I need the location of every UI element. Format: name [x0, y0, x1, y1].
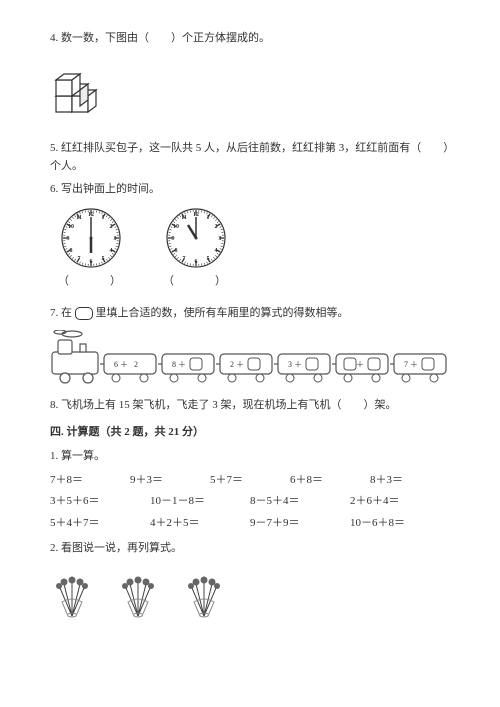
svg-text:6: 6: [194, 259, 197, 265]
svg-text:3: 3: [113, 236, 116, 242]
q6-text: 6. 写出钟面上的时间。: [50, 181, 450, 199]
calc-sub1: 1. 算一算。: [50, 448, 450, 466]
svg-text:2: 2: [109, 224, 112, 230]
calc-item[interactable]: 7＋8＝: [50, 472, 130, 490]
svg-text:8: 8: [174, 248, 177, 254]
svg-text:8: 8: [172, 360, 176, 369]
bouquet-icon: [50, 566, 94, 622]
calc-item[interactable]: 5＋4＋7＝: [50, 515, 150, 533]
q7-blank-icon: [75, 307, 93, 320]
svg-text:2: 2: [230, 360, 234, 369]
svg-text:＋: ＋: [294, 360, 302, 369]
calc-sub2: 2. 看图说一说，再列算式。: [50, 540, 450, 558]
clock-1: 1212 345 678 91011 （ ）: [58, 207, 123, 291]
calc-item[interactable]: 4＋2＋5＝: [150, 515, 250, 533]
svg-text:＋: ＋: [410, 360, 418, 369]
q4-cubes: [52, 56, 450, 133]
svg-text:3: 3: [218, 236, 221, 242]
q8-text: 8. 飞机场上有 15 架飞机，飞走了 3 架，现在机场上有飞机（ ）架。: [50, 397, 450, 415]
svg-text:10: 10: [173, 224, 179, 230]
svg-text:＋: ＋: [356, 360, 364, 369]
svg-text:8: 8: [69, 248, 72, 254]
q5-text: 5. 红红排队买包子，这一队共 5 人，从后往前数，红红排第 3，红红前面有（ …: [50, 140, 450, 175]
bouquet-icon: [182, 566, 226, 622]
svg-text:4: 4: [214, 248, 217, 254]
calc-item[interactable]: 8＋3＝: [370, 472, 450, 490]
svg-text:2: 2: [214, 224, 217, 230]
svg-text:＋: ＋: [120, 360, 128, 369]
calc-item[interactable]: 10－1－8＝: [150, 493, 250, 511]
calc-item[interactable]: 9－7＋9＝: [250, 515, 350, 533]
svg-text:5: 5: [206, 256, 209, 262]
section4-header: 四. 计算题（共 2 题，共 21 分）: [50, 424, 450, 442]
svg-text:2: 2: [134, 360, 138, 369]
svg-text:4: 4: [109, 248, 112, 254]
q4-text: 4. 数一数，下图由（ ）个正方体摆成的。: [50, 30, 450, 48]
calc-item[interactable]: 8－5＋4＝: [250, 493, 350, 511]
calc-item[interactable]: 6＋8＝: [290, 472, 370, 490]
q7-text: 7. 在 里填上合适的数，使所有车厢里的算式的得数相等。: [50, 305, 450, 323]
clock2-blank[interactable]: （ ）: [163, 273, 228, 291]
calc-item[interactable]: 5＋7＝: [210, 472, 290, 490]
calc-item[interactable]: 2＋6＋4＝: [350, 493, 450, 511]
calc-row-3: 5＋4＋7＝ 4＋2＋5＝ 9－7＋9＝ 10－6＋8＝: [50, 515, 450, 533]
calc-item[interactable]: 9＋3＝: [130, 472, 210, 490]
q7-suffix: 里填上合适的数，使所有车厢里的算式的得数相等。: [96, 307, 349, 319]
train-row: 6＋2 8＋ 2＋ 3＋ ＋ 7＋: [50, 330, 450, 393]
calc-item[interactable]: 10－6＋8＝: [350, 515, 450, 533]
svg-text:7: 7: [404, 360, 408, 369]
calc-item[interactable]: 3＋5＋6＝: [50, 493, 150, 511]
bouquet-icon: [116, 566, 160, 622]
calc-row-1: 7＋8＝ 9＋3＝ 5＋7＝ 6＋8＝ 8＋3＝: [50, 472, 450, 490]
bouquet-row: [50, 566, 450, 622]
svg-text:10: 10: [68, 224, 74, 230]
svg-text:11: 11: [181, 215, 187, 221]
clock-2: 1212 345 678 91011 （ ）: [163, 207, 228, 291]
svg-text:7: 7: [77, 256, 80, 262]
svg-text:11: 11: [76, 215, 82, 221]
svg-text:＋: ＋: [178, 360, 186, 369]
svg-text:6: 6: [114, 360, 118, 369]
q7-prefix: 7. 在: [50, 307, 72, 319]
svg-text:＋: ＋: [236, 360, 244, 369]
clock1-blank[interactable]: （ ）: [58, 273, 123, 291]
calc-row-2: 3＋5＋6＝ 10－1－8＝ 8－5＋4＝ 2＋6＋4＝: [50, 493, 450, 511]
svg-text:9: 9: [66, 236, 69, 242]
svg-text:9: 9: [171, 236, 174, 242]
svg-text:6: 6: [89, 259, 92, 265]
svg-text:1: 1: [206, 215, 209, 221]
svg-text:1: 1: [101, 215, 104, 221]
svg-text:5: 5: [101, 256, 104, 262]
clocks-row: 1212 345 678 91011 （ ） 1212 345 678 9101…: [58, 207, 450, 291]
svg-text:3: 3: [288, 360, 292, 369]
svg-text:7: 7: [182, 256, 185, 262]
